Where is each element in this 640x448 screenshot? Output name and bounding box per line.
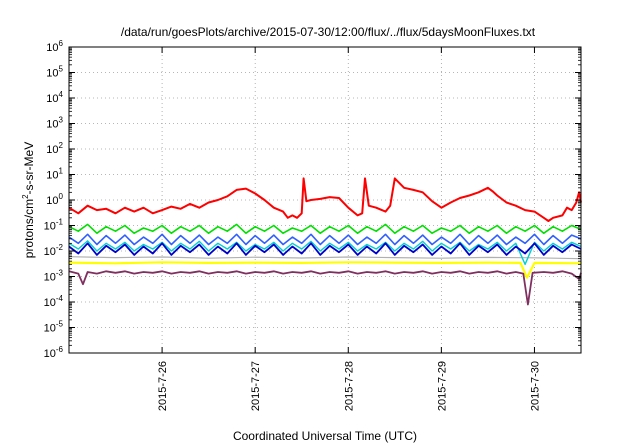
series-line-4 [68, 233, 582, 246]
y-axis: 10-6 10-5 10-4 10-3 10-2 10-1 100 101 102 103 104 1… [44, 39, 581, 360]
x-axis-label: Coordinated Universal Time (UTC) [233, 429, 417, 443]
y-tick-label: 103 [46, 116, 63, 131]
y-axis-label-sup: 2 [21, 194, 30, 199]
y-tick-label: 102 [46, 141, 63, 156]
y-tick-label: 10-2 [44, 243, 64, 258]
series-line-5 [68, 242, 582, 256]
x-tick-label: 2015-7-29 [436, 361, 448, 411]
x-tick-label: 2015-7-28 [343, 361, 355, 411]
series-line-6 [68, 270, 582, 306]
y-tick-label: 106 [46, 39, 63, 54]
series-line-7 [68, 177, 582, 222]
y-tick-label: 104 [46, 90, 63, 105]
series-line-0 [68, 261, 582, 279]
series-line-2 [68, 223, 582, 234]
x-axis: 2015-7-26 2015-7-27 2015-7-28 2015-7-29 2015… [157, 47, 541, 411]
y-tick-label: 100 [46, 192, 63, 207]
y-tick-label: 10-4 [44, 294, 64, 309]
y-axis-label-suffix: -s-sr-MeV [22, 142, 36, 195]
series-line-3 [68, 240, 582, 265]
y-axis-label: protons/cm2-s-sr-MeV [21, 142, 36, 258]
chart-title: /data/run/goesPlots/archive/2015-07-30/1… [121, 25, 536, 39]
x-tick-label: 2015-7-30 [529, 361, 541, 411]
y-tick-label: 10-6 [44, 345, 64, 360]
series-group [68, 177, 582, 306]
y-tick-label: 101 [46, 167, 63, 182]
y-tick-label: 10-1 [44, 218, 64, 233]
x-tick-label: 2015-7-26 [157, 361, 169, 411]
y-axis-label-prefix: protons/cm [22, 199, 36, 258]
y-tick-label: 105 [46, 65, 63, 80]
series-line-1 [68, 256, 582, 260]
x-tick-label: 2015-7-27 [250, 361, 262, 411]
y-tick-label: 10-3 [44, 269, 64, 284]
plot-area: 10-6 10-5 10-4 10-3 10-2 10-1 100 101 102 103 104 1… [44, 39, 582, 411]
y-tick-label: 10-5 [44, 320, 64, 335]
